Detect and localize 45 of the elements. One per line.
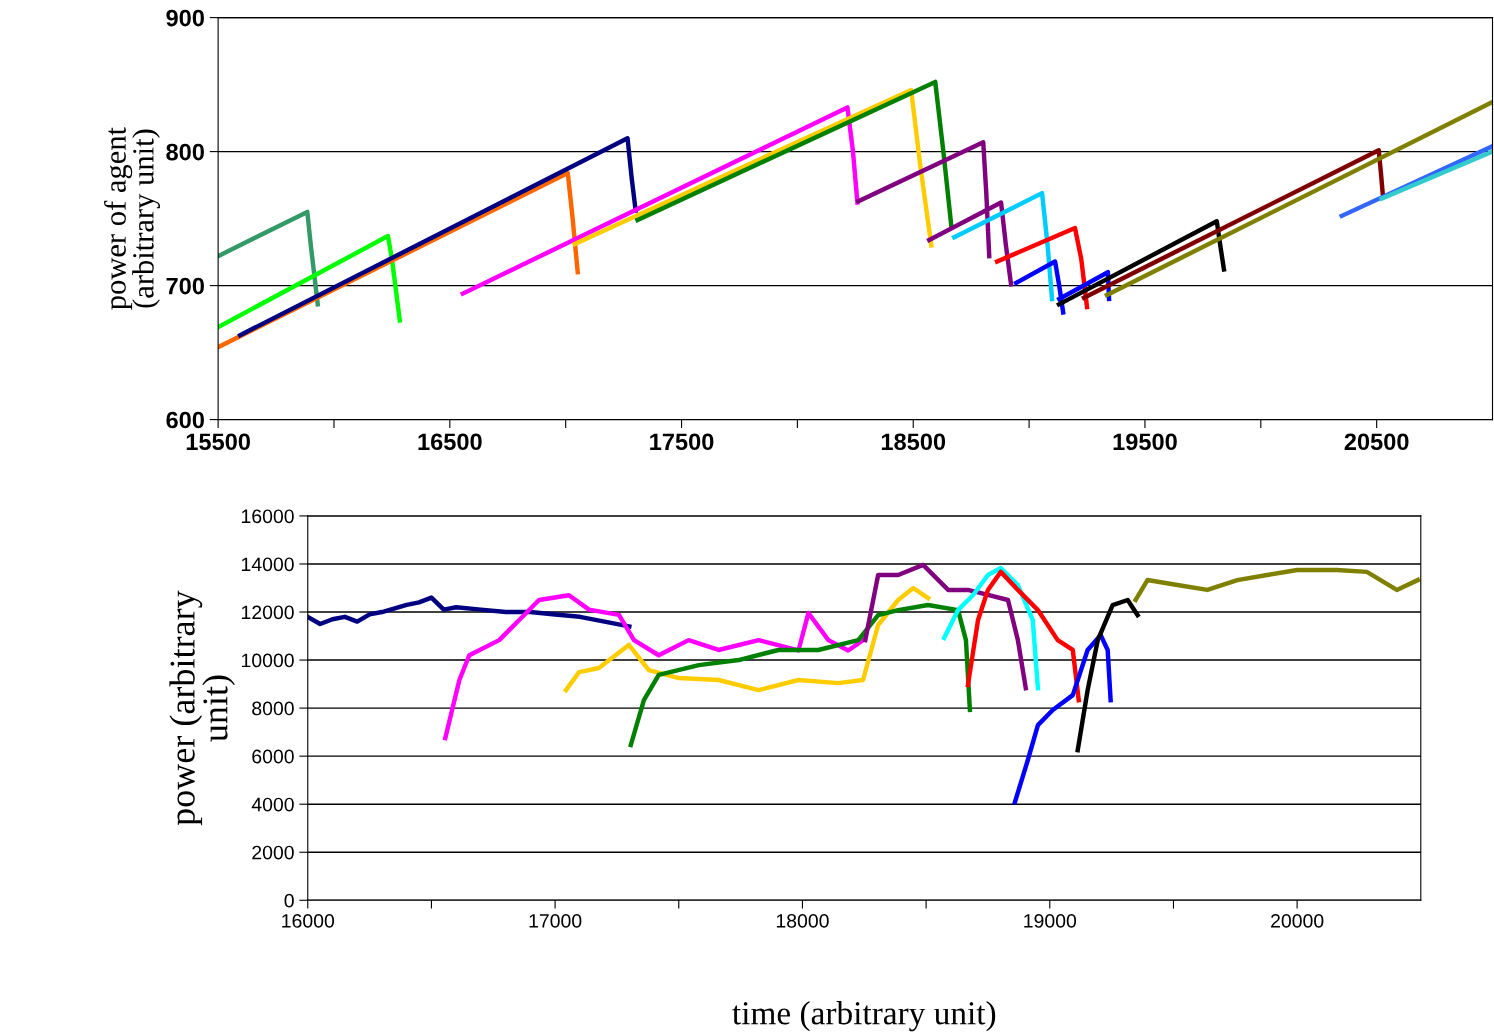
y-tick-label: 2000 bbox=[252, 845, 294, 860]
line-series bbox=[237, 135, 638, 338]
y-axis-title: power of agent (arbitrary unit) bbox=[104, 127, 160, 310]
x-tick-label: 20000 bbox=[1271, 913, 1324, 928]
y-tick-label: 6000 bbox=[252, 749, 294, 764]
line-series bbox=[563, 585, 931, 693]
y-tick-label: 800 bbox=[166, 143, 204, 161]
y-tick-label: 16000 bbox=[241, 509, 294, 524]
y-axis-title: power (arbitrary unit) bbox=[169, 590, 235, 826]
x-tick-label: 16000 bbox=[282, 913, 335, 928]
line-series bbox=[965, 569, 1081, 703]
y-tick-label: 0 bbox=[284, 893, 294, 908]
x-tick-label: 18000 bbox=[776, 913, 829, 928]
x-tick-label: 16500 bbox=[418, 433, 482, 451]
x-tick-label: 17500 bbox=[650, 433, 714, 451]
x-tick-label: 19500 bbox=[1113, 433, 1177, 451]
line-series bbox=[218, 209, 320, 307]
line-series bbox=[994, 225, 1090, 310]
y-tick-label: 10000 bbox=[241, 653, 294, 668]
y-tick-label: 14000 bbox=[241, 557, 294, 572]
line-series bbox=[863, 562, 1029, 691]
y-tick-label: 12000 bbox=[241, 605, 294, 620]
line-series bbox=[307, 595, 632, 629]
x-tick-label: 18500 bbox=[881, 433, 946, 451]
y-tick-label: 8000 bbox=[252, 701, 294, 716]
y-tick-label: 900 bbox=[166, 9, 204, 27]
line-series bbox=[572, 87, 934, 248]
y-tick-label: 700 bbox=[166, 277, 204, 295]
line-series bbox=[1133, 567, 1421, 603]
line-series bbox=[443, 592, 866, 741]
line-series bbox=[628, 602, 973, 748]
y-tick-label: 4000 bbox=[251, 797, 294, 812]
line-series bbox=[635, 79, 954, 228]
y-tick-label: 600 bbox=[166, 411, 204, 429]
x-tick-label: 19000 bbox=[1024, 913, 1077, 928]
line-series bbox=[952, 190, 1055, 302]
line-series bbox=[1012, 632, 1113, 805]
line-series bbox=[218, 233, 402, 330]
line-series bbox=[941, 565, 1041, 691]
x-tick-label: 20500 bbox=[1344, 433, 1409, 451]
x-tick-label: 17000 bbox=[529, 913, 582, 928]
x-tick-label: 15500 bbox=[186, 433, 250, 451]
line-series bbox=[460, 105, 860, 296]
x-axis-title: time (arbitrary unit) bbox=[732, 1001, 996, 1032]
line-series bbox=[1081, 148, 1385, 300]
